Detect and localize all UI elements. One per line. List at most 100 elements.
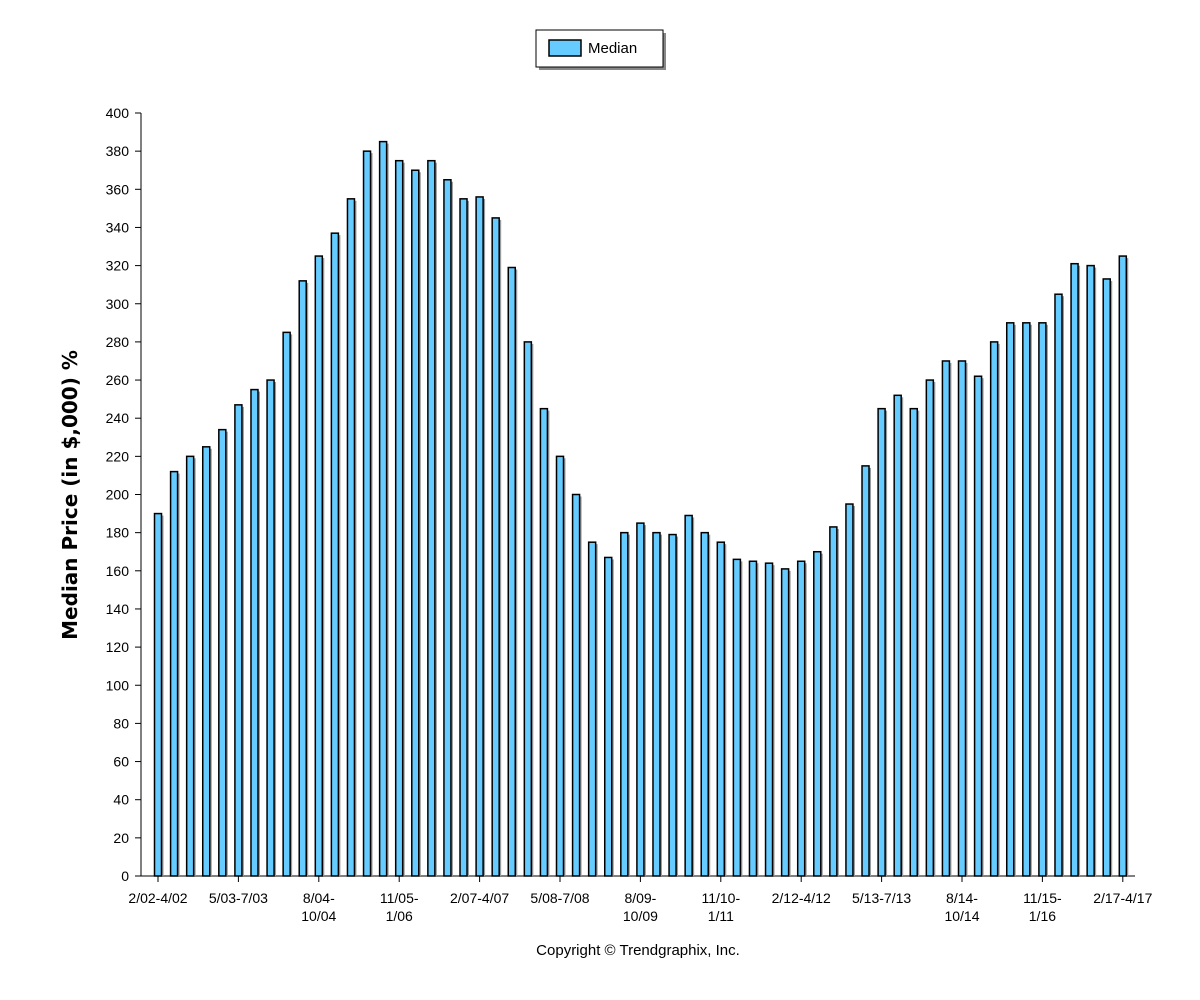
bar (427, 159, 436, 877)
bar (861, 465, 870, 877)
y-tick-label: 300 (106, 296, 130, 312)
bar (925, 379, 935, 877)
bar (185, 455, 195, 877)
bar (1005, 322, 1015, 877)
bar (411, 169, 420, 877)
y-axis-label: Median Price (in $,000) % (58, 350, 82, 640)
bar (153, 512, 163, 877)
bar (250, 388, 259, 877)
bar (234, 404, 243, 877)
x-tick-label: 1/06 (386, 908, 413, 924)
bar (748, 560, 758, 877)
bar (845, 503, 854, 877)
legend: Median (535, 29, 666, 70)
bar (829, 526, 838, 877)
bar (732, 558, 742, 877)
bar (491, 217, 500, 877)
x-tick-label: 1/11 (708, 908, 734, 924)
bar (1086, 264, 1095, 877)
x-tick-label: 2/12-4/12 (772, 890, 831, 906)
x-tick-label: 2/07-4/07 (450, 890, 509, 906)
y-tick-label: 40 (113, 792, 129, 808)
legend-label: Median (588, 40, 637, 57)
y-tick-label: 340 (106, 219, 130, 235)
bar (443, 179, 452, 877)
x-tick-label: 11/15- (1023, 890, 1062, 906)
bar (813, 550, 822, 877)
x-tick-label: 1/16 (1029, 908, 1056, 924)
y-tick-label: 20 (113, 830, 129, 846)
bar (555, 455, 565, 877)
bar (1070, 262, 1079, 877)
bar (282, 331, 291, 877)
bar (507, 266, 517, 877)
bar (201, 446, 211, 877)
bar (362, 150, 372, 877)
legend-swatch (548, 39, 582, 57)
bar (298, 280, 307, 877)
y-tick-label: 360 (106, 181, 130, 197)
bar (169, 470, 179, 877)
y-tick-label: 400 (106, 105, 130, 121)
bar (523, 341, 533, 877)
x-tick-label: 11/10- (701, 890, 740, 906)
y-tick-label: 200 (106, 487, 130, 503)
bar (780, 568, 790, 877)
bar (973, 375, 983, 877)
x-tick-label: 5/03-7/03 (209, 890, 268, 906)
bar (1054, 293, 1063, 877)
bar (652, 531, 661, 877)
bar (764, 562, 774, 877)
x-tick-label: 10/04 (301, 908, 336, 924)
bar (684, 514, 693, 877)
x-tick-label: 11/05- (380, 890, 419, 906)
y-tick-label: 60 (113, 754, 129, 770)
x-tick-label: 10/09 (623, 908, 658, 924)
bar (877, 407, 886, 877)
bar (218, 428, 227, 877)
bar (716, 541, 726, 877)
bar (1022, 322, 1031, 877)
bar (539, 407, 549, 877)
bar (668, 533, 677, 877)
x-tick-label: 2/02-4/02 (128, 890, 187, 906)
bar (989, 341, 999, 877)
bars (153, 140, 1129, 877)
x-tick-label: 8/04- (303, 890, 335, 906)
y-tick-label: 160 (106, 563, 130, 579)
y-axis-ticks: 0 20 40 60 80 100 120 140 160 180 200 220 240 260 280 3… (106, 105, 141, 884)
bar (571, 493, 581, 877)
x-axis-ticks: 2/02-4/02 5/03-7/03 8/04- 10/04 11/05- 1/06 2/… (128, 876, 1153, 924)
bar (796, 560, 806, 877)
y-tick-label: 80 (113, 715, 129, 731)
y-tick-label: 260 (106, 372, 130, 388)
bar (700, 531, 709, 877)
x-tick-label: 2/17-4/17 (1093, 890, 1152, 906)
y-tick-label: 220 (106, 448, 130, 464)
bar (1102, 278, 1111, 877)
x-tick-label: 8/14- (946, 890, 978, 906)
y-tick-label: 0 (121, 868, 129, 884)
copyright-text: Copyright © Trendgraphix, Inc. (536, 942, 740, 959)
y-tick-label: 380 (106, 143, 130, 159)
bar (1038, 322, 1047, 877)
bar (475, 196, 484, 877)
y-tick-label: 120 (106, 639, 130, 655)
bar (459, 198, 468, 877)
bar (378, 140, 388, 877)
bar (941, 360, 951, 877)
bar (314, 255, 324, 877)
bar (957, 360, 967, 877)
bar (346, 198, 356, 877)
bar (636, 522, 645, 877)
x-tick-label: 8/09- (624, 890, 656, 906)
bar (330, 232, 340, 877)
bar (893, 394, 902, 877)
y-tick-label: 280 (106, 334, 130, 350)
bar (603, 556, 613, 877)
y-tick-label: 100 (106, 677, 130, 693)
x-tick-label: 5/08-7/08 (530, 890, 589, 906)
bar (620, 531, 629, 877)
y-tick-label: 320 (106, 258, 130, 274)
